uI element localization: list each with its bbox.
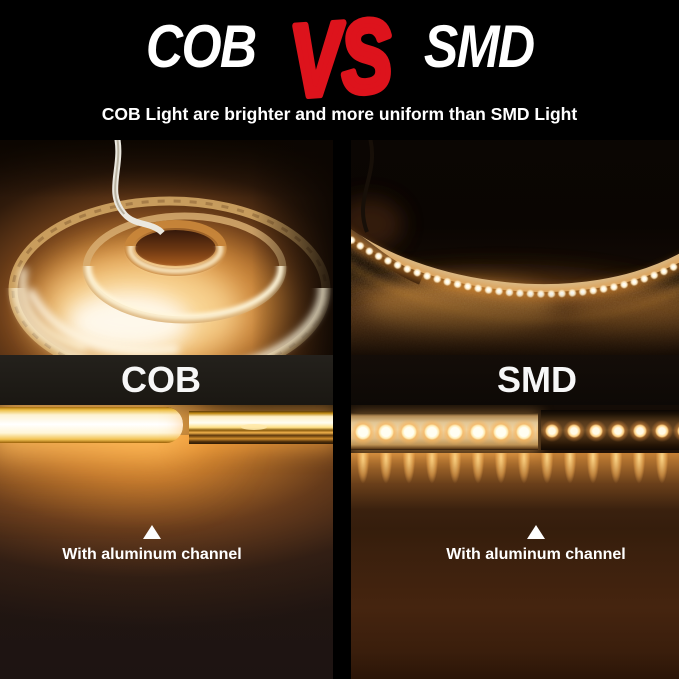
column-divider xyxy=(333,140,351,679)
smd-lightbar-bare xyxy=(541,410,679,450)
smd-caption: With aluminum channel xyxy=(446,546,626,563)
cob-channel-panel: COB With aluminum channel xyxy=(0,355,334,679)
cob-light-glow xyxy=(0,435,334,645)
vs-icon: VS xyxy=(284,0,398,106)
strip-photo-row xyxy=(0,140,679,355)
triangle-up-icon xyxy=(143,525,161,539)
smd-label-band: SMD xyxy=(351,355,679,405)
title-smd: SMD xyxy=(423,13,534,80)
channel-panel-row: COB With aluminum channel SMD xyxy=(0,355,679,679)
cob-lightbar-channel xyxy=(189,411,334,444)
title-row: COB VS SMD xyxy=(137,0,542,106)
smd-strip-photo xyxy=(351,140,679,355)
cob-channel-photo: With aluminum channel xyxy=(0,405,334,679)
smd-panel-label: SMD xyxy=(497,359,577,400)
smd-strip-illustration xyxy=(351,140,679,355)
cob-caption: With aluminum channel xyxy=(62,546,242,563)
smd-floor-reflections xyxy=(351,453,679,529)
vs-text: VS xyxy=(287,0,395,106)
smd-channel-photo: With aluminum channel xyxy=(351,405,679,679)
smd-lightbar-diffused xyxy=(351,413,538,450)
title-cob: COB xyxy=(146,13,257,80)
cob-panel-label: COB xyxy=(121,359,201,400)
header: COB VS SMD COB Light are brighter and mo… xyxy=(0,0,679,140)
cob-label-band: COB xyxy=(0,355,334,405)
channel-mount-hole xyxy=(241,423,267,430)
cob-lightbar-diffused xyxy=(0,407,183,443)
cob-annotation: With aluminum channel xyxy=(0,525,319,564)
subtitle: COB Light are brighter and more uniform … xyxy=(101,104,578,124)
cob-strip-photo xyxy=(0,140,334,355)
smd-channel-panel: SMD With aluminum channel xyxy=(351,355,679,679)
smd-annotation: With aluminum channel xyxy=(372,525,679,564)
triangle-up-icon xyxy=(527,525,545,539)
cob-coil-illustration xyxy=(0,140,334,355)
